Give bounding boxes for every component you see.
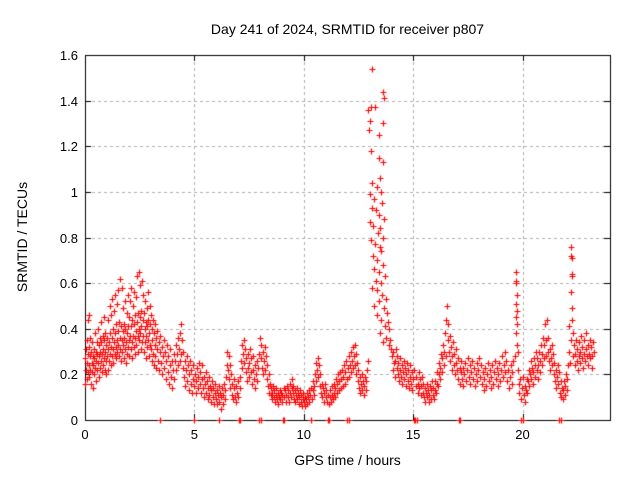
x-tick-label: 5 [190, 427, 198, 442]
y-tick-label: 0.6 [59, 276, 78, 292]
y-tick-label: 0.8 [59, 230, 78, 246]
y-tick-label: 1.6 [59, 48, 78, 63]
y-tick-label: 0 [70, 413, 78, 428]
x-tick-label: 15 [405, 427, 421, 442]
y-tick-label: 1 [70, 184, 78, 200]
x-tick-label: 0 [81, 427, 89, 442]
chart-title: Day 241 of 2024, SRMTID for receiver p80… [210, 21, 485, 37]
x-axis-label: GPS time / hours [294, 452, 401, 468]
y-tick-label: 1.2 [59, 139, 78, 155]
x-tick-label: 10 [296, 427, 311, 442]
x-tick-label: 20 [515, 427, 530, 442]
y-axis-label: SRMTID / TECUs [14, 181, 30, 293]
y-tick-label: 0.2 [59, 367, 78, 383]
y-tick-label: 1.4 [59, 93, 78, 109]
y-tick-label: 0.4 [59, 321, 78, 337]
